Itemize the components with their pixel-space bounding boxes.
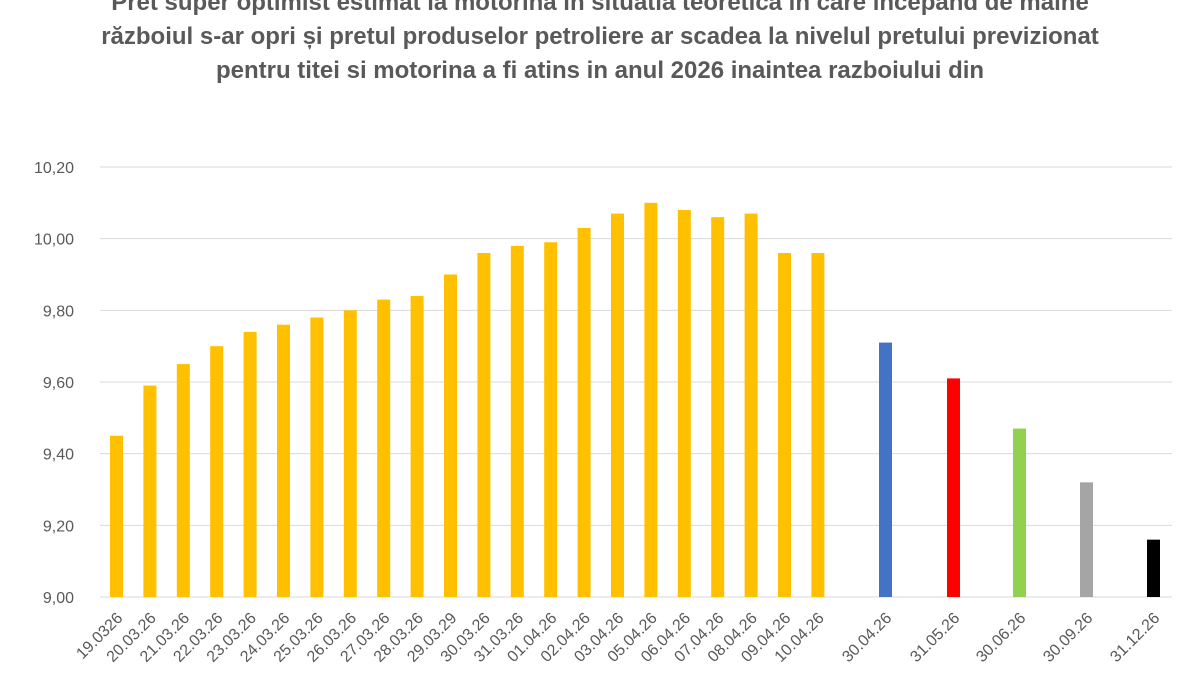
- chart-title: Pret super optimist estimat la motorina …: [101, 0, 1099, 84]
- bar: [879, 342, 892, 597]
- x-tick-label: 31.12.26: [1107, 610, 1163, 666]
- y-tick-label: 9,60: [43, 375, 74, 392]
- bar: [711, 217, 725, 597]
- bar: [611, 213, 624, 598]
- bar: [143, 385, 157, 597]
- bar: [577, 227, 591, 597]
- bar: [778, 253, 791, 597]
- y-tick-label: 9,20: [43, 518, 74, 535]
- bar: [444, 274, 457, 597]
- bar: [1147, 539, 1160, 597]
- bar: [377, 299, 391, 597]
- x-tick-label: 30.06.26: [973, 610, 1029, 666]
- bar: [947, 378, 960, 597]
- x-tick-label: 30.04.26: [839, 610, 895, 666]
- bar: [477, 253, 491, 597]
- bar: [343, 310, 357, 597]
- bar: [210, 346, 224, 597]
- bar: [277, 324, 290, 597]
- bar: [1013, 428, 1026, 597]
- bar: [410, 296, 424, 597]
- y-tick-label: 10,20: [34, 160, 74, 177]
- bar: [176, 364, 190, 597]
- bar: [744, 213, 758, 598]
- bar: [110, 435, 123, 597]
- bar: [811, 253, 825, 597]
- bar: [677, 210, 691, 597]
- y-tick-label: 9,40: [43, 447, 74, 464]
- bar: [544, 242, 558, 597]
- bar: [644, 202, 658, 598]
- bar: [310, 317, 324, 597]
- x-tick-label: 30.09.26: [1040, 610, 1096, 666]
- x-tick-label: 31.05.26: [907, 610, 963, 666]
- bar: [243, 331, 257, 597]
- bar: [510, 245, 524, 598]
- y-tick-label: 9,00: [43, 590, 74, 607]
- bar: [1080, 482, 1093, 597]
- y-tick-label: 10,00: [34, 232, 74, 249]
- y-tick-label: 9,80: [43, 303, 74, 320]
